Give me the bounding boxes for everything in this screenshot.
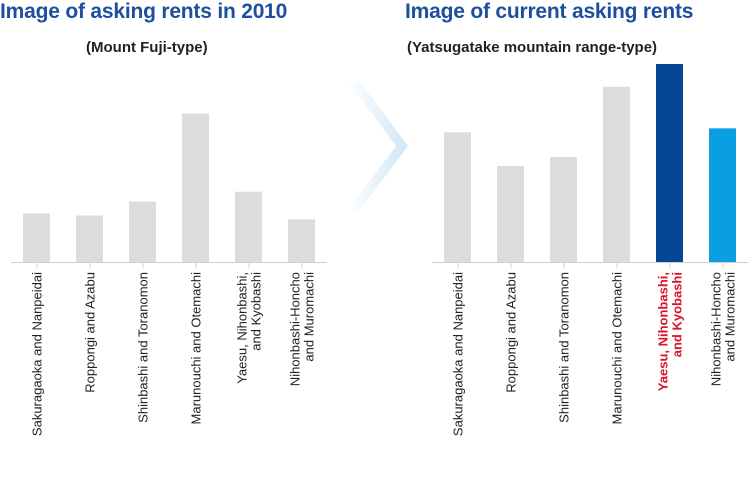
bar-current-4	[656, 64, 683, 262]
category-label-2010-4: Yaesu, Nihonbashi,and Kyobashi	[235, 272, 264, 384]
category-label-current-0: Sakuragaoka and Nanpeidai	[451, 272, 466, 436]
chart-panel-2010: Image of asking rents in 2010 (Mount Fuj…	[0, 0, 360, 485]
category-label-2010-0: Sakuragaoka and Nanpeidai	[30, 272, 45, 436]
bar-2010-4	[235, 191, 262, 262]
chart-subtitle-current: (Yatsugatake mountain range-type)	[407, 39, 658, 56]
category-label-current-3: Marunouchi and Otemachi	[610, 272, 625, 425]
chart-panel-current: Image of current asking rents (Yatsugata…	[405, 0, 750, 485]
category-label-2010-3: Marunouchi and Otemachi	[189, 272, 204, 425]
bar-2010-0	[23, 213, 50, 262]
category-label-current-5: Nihonbashi-Honchoand Muromachi	[709, 272, 738, 386]
bar-2010-3	[182, 113, 209, 262]
bar-current-5	[709, 128, 736, 262]
bar-2010-5	[288, 219, 315, 262]
bar-current-2	[550, 157, 577, 262]
chart-title-2010: Image of asking rents in 2010	[0, 0, 288, 23]
category-label-2010-2: Shinbashi and Toranomon	[136, 272, 151, 423]
category-label-2010-1: Roppongi and Azabu	[83, 272, 98, 393]
category-label-current-1: Roppongi and Azabu	[504, 272, 519, 393]
bar-2010-2	[129, 201, 156, 262]
category-label-current-4: Yaesu, Nihonbashi,and Kyobashi	[656, 272, 685, 391]
category-label-current-2: Shinbashi and Toranomon	[557, 272, 572, 423]
chart-plot-2010: Sakuragaoka and Nanpeidai Roppongi and Az…	[11, 113, 327, 436]
bar-current-0	[444, 132, 471, 262]
transition-arrow-icon	[348, 82, 408, 210]
bar-2010-1	[76, 215, 103, 262]
chart-title-current: Image of current asking rents	[405, 0, 694, 23]
bar-current-3	[603, 86, 630, 263]
bar-current-1	[497, 165, 524, 262]
category-label-2010-5: Nihonbashi-Honchoand Muromachi	[288, 272, 317, 386]
chart-plot-current: Sakuragaoka and Nanpeidai Roppongi and Az…	[432, 64, 748, 436]
chart-subtitle-2010: (Mount Fuji-type)	[86, 39, 208, 56]
